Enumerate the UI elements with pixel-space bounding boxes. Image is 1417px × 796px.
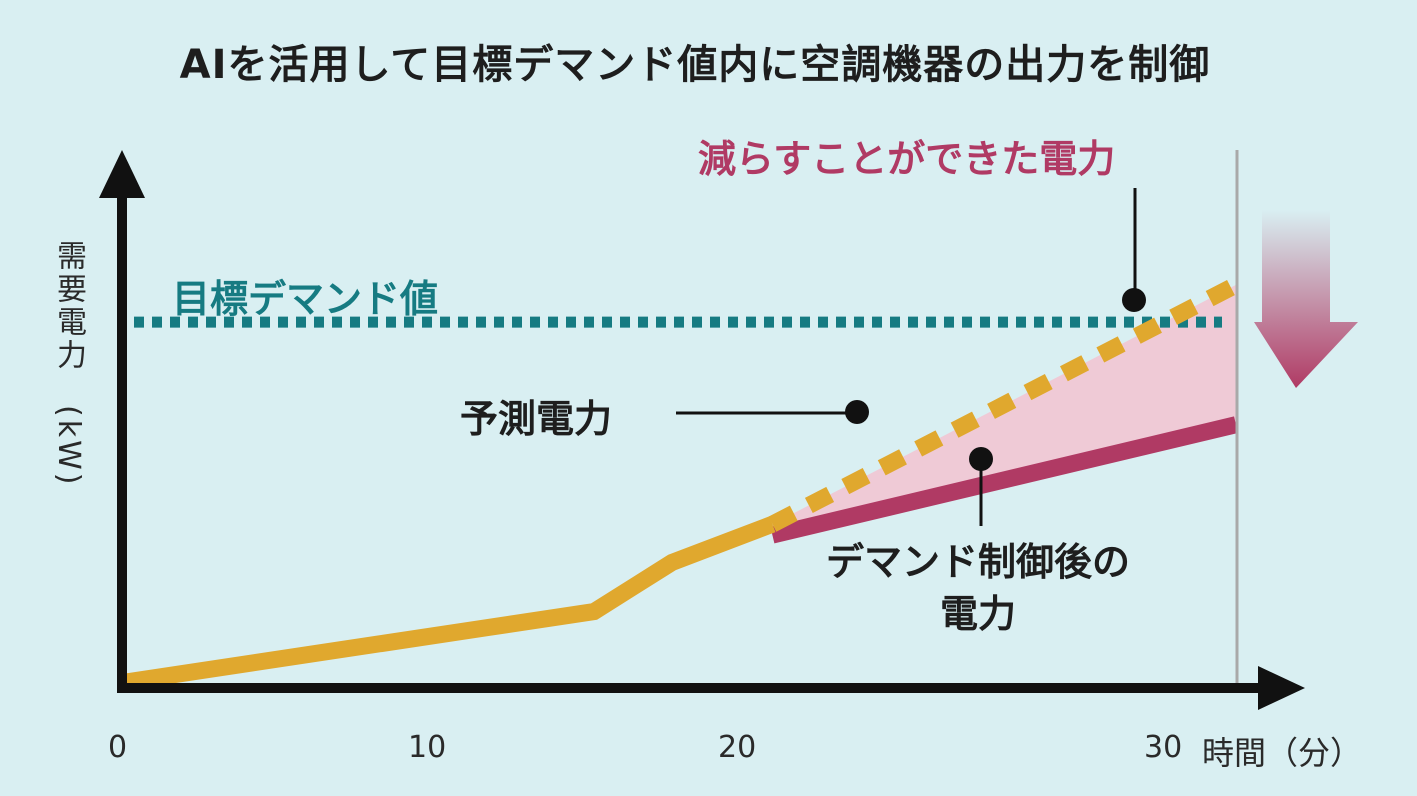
x-tick-label: 30 [1144,730,1183,765]
x-axis-label: 時間（分） [1202,734,1363,772]
reduced-callout-dot [1122,288,1146,312]
reduction-down-arrow [1254,210,1358,388]
controlled-callout-dot [969,447,993,471]
forecast-power-dashed-line [768,277,1240,532]
y-axis-arrowhead [99,150,145,198]
controlled-power-line [770,416,1238,544]
controlled-power-label-line1: デマンド制御後の [826,540,1131,584]
chart-title: AIを活用して目標デマンド値内に空調機器の出力を制御 [179,42,1211,88]
controlled-power-label: デマンド制御後の 電力 [826,536,1130,640]
forecast-power-solid-line [120,516,776,691]
x-tick-label: 20 [718,730,757,765]
reduced-power-label: 減らすことができた電力 [698,137,1116,181]
controlled-power-label-line2: 電力 [940,592,1017,636]
forecast-callout-dot [845,400,869,424]
x-tick-label: 10 [408,730,447,765]
y-axis-label: 需要電力 (kW) [51,240,86,488]
target-demand-label: 目標デマンド値 [172,277,439,321]
x-axis-arrowhead [1258,666,1305,710]
forecast-power-label: 予測電力 [460,397,613,441]
x-tick-label: 0 [108,730,128,765]
